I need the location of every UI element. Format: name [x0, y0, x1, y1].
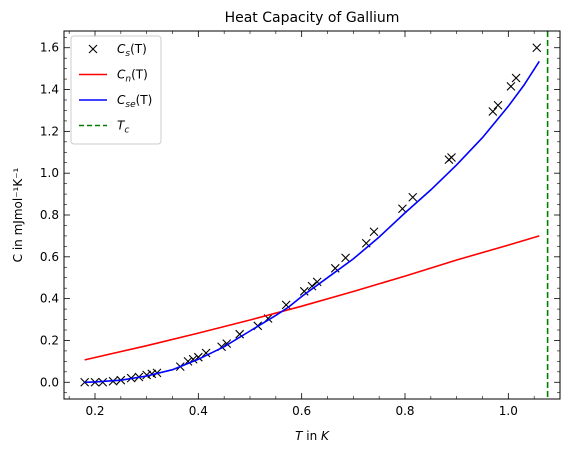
series-line-cn-t	[84, 235, 540, 361]
data-point-cs-t	[147, 369, 157, 379]
data-point-cs-t	[299, 286, 309, 296]
data-point-cs-t	[307, 281, 317, 291]
data-point-cs-t	[235, 329, 245, 339]
legend-label: Cn(T)	[117, 68, 148, 85]
data-point-cs-t	[506, 82, 516, 91]
data-point-cs-t	[312, 277, 322, 287]
y-tick-label: 0.4	[40, 292, 59, 306]
data-point-cs-t	[532, 43, 542, 53]
y-tick-label: 0.6	[40, 250, 59, 264]
x-axis-label-var: T	[295, 429, 304, 443]
x-axis-ticks: 0.2 0.4 0.6 0.8 1.0	[68, 31, 561, 418]
legend-entry: Tc	[79, 119, 129, 136]
x-axis-label-unit: K	[321, 429, 330, 443]
data-point-cs-t	[80, 377, 90, 387]
x-tick-label: 0.8	[395, 404, 414, 418]
legend-label: Cse(T)	[117, 93, 152, 110]
legend-box	[70, 35, 162, 145]
data-point-cs-t	[201, 348, 211, 358]
data-point-cs-t	[98, 377, 108, 387]
y-tick-label: 1.4	[40, 83, 59, 97]
y-tick-label: 1.2	[40, 124, 59, 138]
legend-marker	[88, 44, 98, 54]
legend-entry: Cse(T)	[79, 93, 152, 110]
y-axis-ticks: 0.0 0.2 0.4 0.6 0.8 1.0 1.2 1.4 1.6	[40, 36, 560, 394]
y-tick-label: 0.2	[40, 333, 59, 347]
data-point-cs-t	[369, 227, 379, 237]
data-point-cs-t	[488, 107, 498, 116]
x-axis-label-mid: in	[302, 429, 321, 443]
data-point-cs-t	[408, 192, 418, 202]
x-axis-label: T in K	[295, 429, 330, 443]
legend-entry: Cs(T)	[88, 42, 147, 59]
y-tick-label: 1.6	[40, 41, 59, 55]
series-line-cse-t	[84, 60, 540, 384]
x-tick-label: 1.0	[499, 404, 518, 418]
data-point-cs-t	[142, 370, 152, 380]
y-tick-label: 0.0	[40, 375, 59, 389]
legend-label: Tc	[117, 119, 129, 136]
x-tick-label: 0.6	[292, 404, 311, 418]
data-point-cs-t	[447, 153, 456, 162]
y-tick-label: 1.0	[40, 166, 59, 180]
x-tick-label: 0.2	[85, 404, 104, 418]
legend-entry: Cn(T)	[79, 68, 148, 85]
data-point-cs-t	[511, 73, 521, 83]
data-point-cs-t	[341, 253, 350, 263]
data-point-cs-t	[398, 204, 407, 214]
y-axis-label: C in mJmol⁻¹K⁻¹	[11, 167, 25, 262]
y-tick-label: 0.8	[40, 208, 59, 222]
plot-area	[80, 31, 549, 399]
legend-label: Cs(T)	[117, 42, 147, 59]
x-tick-label: 0.4	[189, 404, 208, 418]
data-point-cs-t	[493, 100, 503, 110]
chart-title: Heat Capacity of Gallium	[225, 10, 400, 26]
legend: Cs(T) Cn(T) Cse(T) Tc	[70, 35, 162, 145]
